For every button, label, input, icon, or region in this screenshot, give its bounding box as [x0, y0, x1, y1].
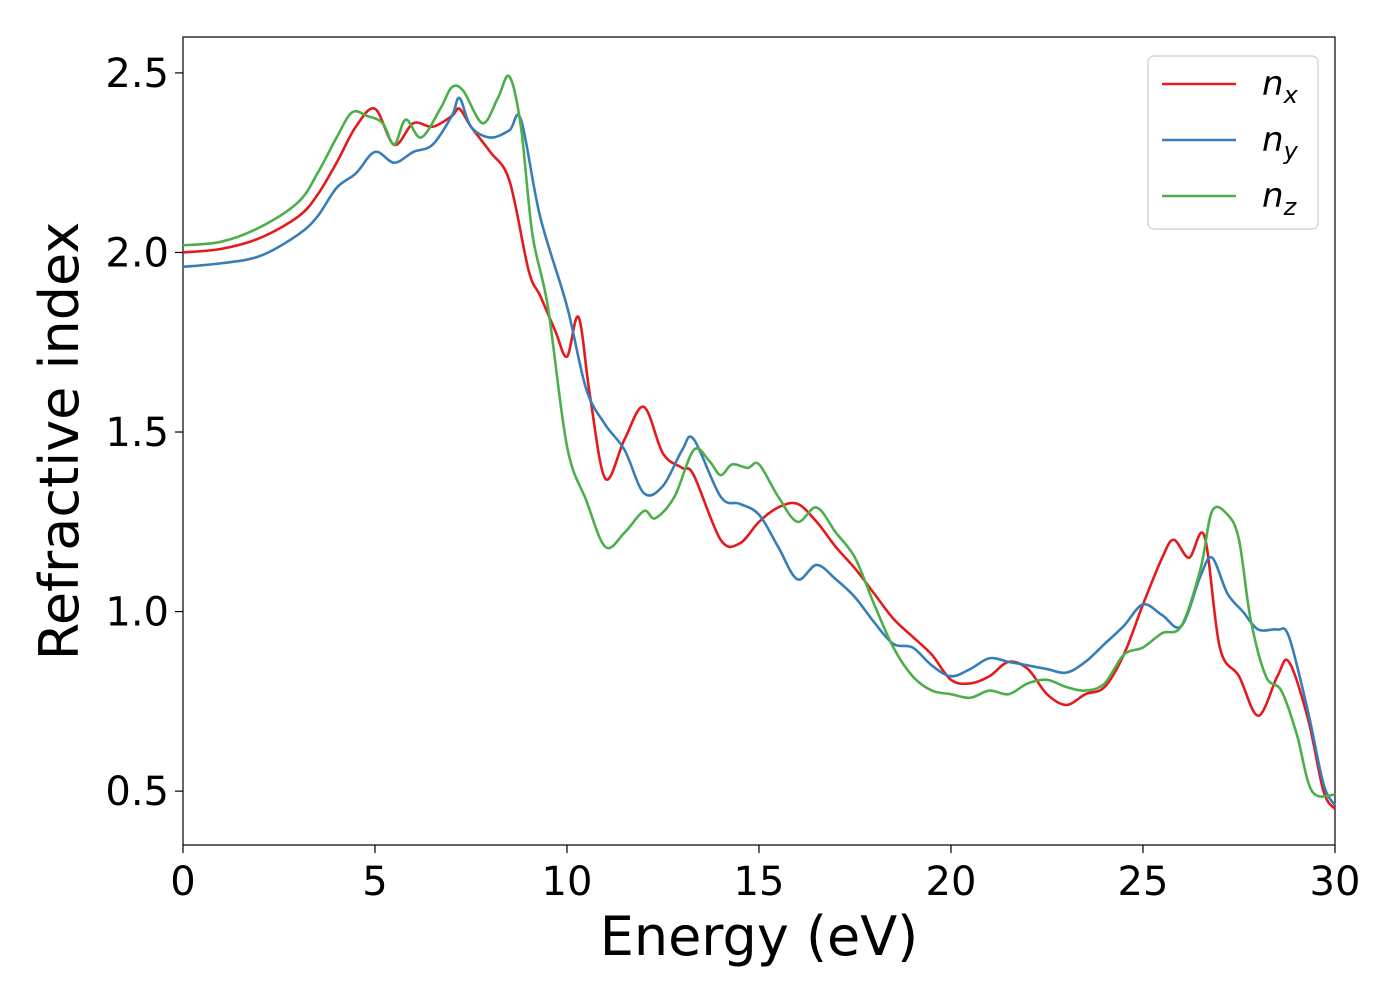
x-axis-label: Energy (eV) [600, 905, 919, 968]
series-line-z [182, 74, 1336, 798]
x-tick-label: 20 [926, 859, 977, 905]
y-tick-label: 1.0 [105, 590, 169, 636]
legend-label-x: nx [1262, 64, 1299, 109]
legend-label-y: ny [1262, 120, 1299, 165]
x-tick-label: 5 [362, 859, 387, 905]
y-tick-label: 2.0 [105, 230, 169, 276]
y-tick-label: 1.5 [105, 410, 169, 456]
x-tick-label: 15 [734, 859, 785, 905]
legend: nx ny nz [1147, 55, 1319, 230]
x-tick-label: 25 [1118, 859, 1169, 905]
legend-label-z: nz [1262, 176, 1298, 221]
y-axis-label: Refractive index [28, 222, 91, 661]
y-axis-ticks: 0.5 1.0 1.5 2.0 2.5 [105, 51, 183, 815]
legend-box [1147, 55, 1319, 230]
x-tick-label: 30 [1310, 859, 1361, 905]
x-tick-label: 10 [542, 859, 593, 905]
y-tick-label: 2.5 [105, 51, 169, 97]
series-layer [182, 74, 1337, 810]
y-tick-label: 0.5 [105, 769, 169, 815]
x-tick-label: 0 [170, 859, 195, 905]
series-line-x [182, 107, 1337, 810]
plot-area [182, 36, 1336, 846]
x-axis-ticks: 0 5 10 15 20 25 30 [170, 845, 1360, 905]
